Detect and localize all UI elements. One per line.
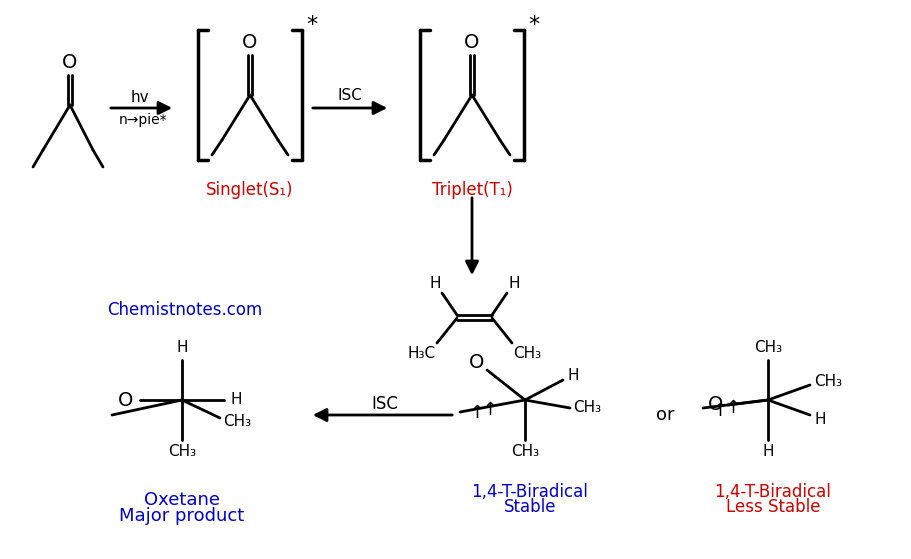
Text: O: O [118, 391, 134, 410]
Text: Stable: Stable [504, 498, 557, 516]
Text: ↑: ↑ [469, 404, 485, 422]
Text: hv: hv [130, 91, 149, 106]
Text: CH₃: CH₃ [754, 340, 782, 356]
Text: H: H [568, 367, 578, 382]
Text: Major product: Major product [119, 507, 245, 525]
Text: 1,4-T-Biradical: 1,4-T-Biradical [472, 483, 589, 501]
Text: ISC: ISC [372, 395, 398, 413]
Text: O: O [62, 54, 77, 73]
Text: O: O [709, 396, 723, 415]
Text: H: H [508, 276, 520, 291]
Text: H₃C: H₃C [408, 345, 436, 361]
Text: H: H [429, 276, 441, 291]
Text: n→pie*: n→pie* [118, 113, 168, 127]
Text: H: H [176, 340, 188, 356]
Text: Oxetane: Oxetane [144, 491, 220, 509]
Text: Chemistnotes.com: Chemistnotes.com [107, 301, 262, 319]
Text: 1,4-T-Biradical: 1,4-T-Biradical [714, 483, 832, 501]
Text: CH₃: CH₃ [511, 444, 539, 459]
Text: CH₃: CH₃ [168, 444, 196, 459]
Text: Triplet(T₁): Triplet(T₁) [432, 181, 512, 199]
Text: ↑: ↑ [483, 401, 497, 419]
Text: *: * [528, 15, 539, 35]
Text: Singlet(S₁): Singlet(S₁) [206, 181, 293, 199]
Text: CH₃: CH₃ [573, 400, 601, 415]
Text: CH₃: CH₃ [814, 375, 842, 390]
Text: H: H [814, 413, 825, 428]
Text: ISC: ISC [338, 88, 363, 102]
Text: CH₃: CH₃ [513, 345, 541, 361]
Text: *: * [306, 15, 318, 35]
Text: ↑: ↑ [712, 402, 728, 420]
Text: or: or [656, 406, 674, 424]
Text: Less Stable: Less Stable [726, 498, 820, 516]
Text: O: O [469, 353, 485, 372]
Text: O: O [242, 34, 258, 53]
Text: O: O [465, 34, 480, 53]
Text: H: H [230, 392, 241, 408]
Text: CH₃: CH₃ [223, 415, 251, 429]
Text: H: H [763, 444, 773, 459]
Text: ↑: ↑ [725, 399, 741, 417]
